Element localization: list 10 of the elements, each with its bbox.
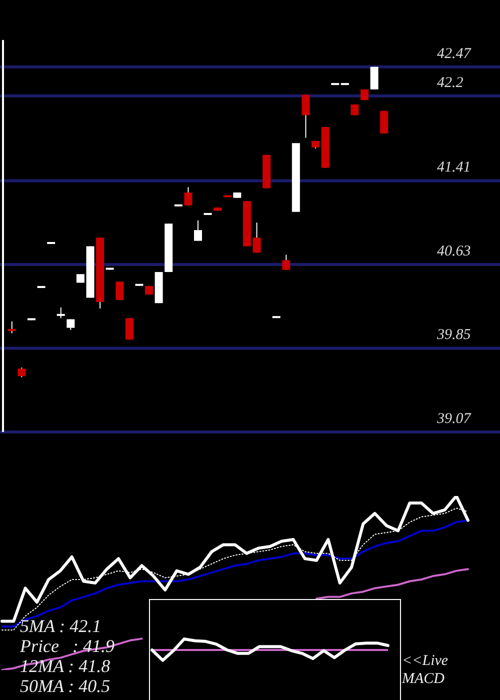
annotation: 12MA : 41.8	[20, 656, 110, 677]
y-tick-label: 40.63	[437, 243, 471, 260]
text: 50MA : 40.5	[20, 676, 110, 697]
y-tick-label: 41.41	[437, 160, 471, 176]
annotation: <<Live MACD	[402, 652, 448, 688]
y-tick-label: 39.85	[436, 327, 472, 344]
y-tick-label: 42.2	[437, 74, 464, 91]
y-tick-label: 39.07	[436, 410, 472, 427]
annotation: 5MA : 42.1	[20, 616, 102, 637]
y-tick-label: 42.47	[437, 46, 472, 62]
